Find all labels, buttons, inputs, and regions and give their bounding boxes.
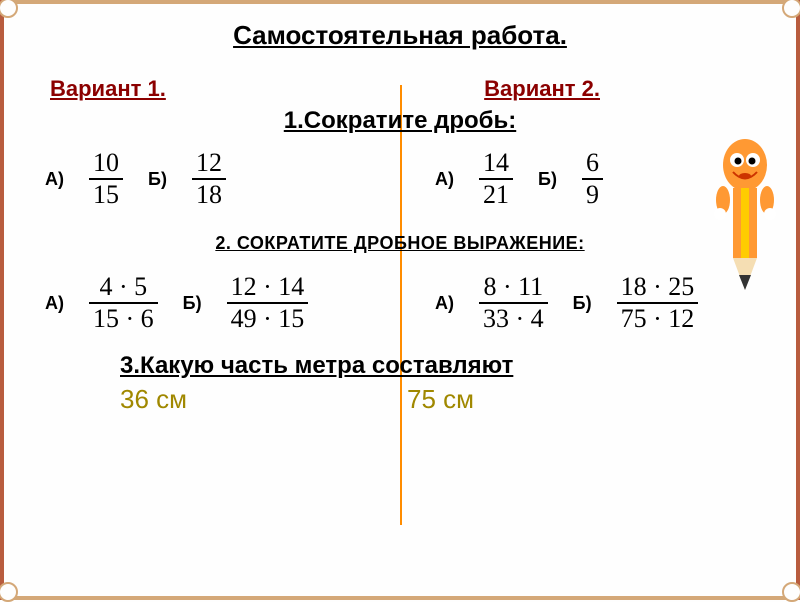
slide-content: Самостоятельная работа. Вариант 1. Вариа… xyxy=(0,0,800,600)
task2-v1-a-label: А) xyxy=(45,293,64,314)
fraction: 12 · 14 49 · 15 xyxy=(227,274,309,332)
denominator: 15 · 6 xyxy=(89,302,158,332)
task3-values: 36 см 75 см xyxy=(40,384,760,415)
fraction: 18 · 25 75 · 12 xyxy=(617,274,699,332)
denominator: 33 · 4 xyxy=(479,302,548,332)
task1-fractions-row: А) 10 15 Б) 12 18 А) 14 21 Б) 6 9 xyxy=(40,150,760,208)
fraction: 4 · 5 15 · 6 xyxy=(89,274,158,332)
numerator: 6 xyxy=(582,150,603,178)
variant-1-label: Вариант 1. xyxy=(50,76,166,102)
numerator: 10 xyxy=(89,150,123,178)
denominator: 49 · 15 xyxy=(227,302,309,332)
task1-v2-b-label: Б) xyxy=(538,169,557,190)
task1-v1-b-label: Б) xyxy=(148,169,167,190)
task1-title: 1.Сократите дробь: xyxy=(40,107,760,135)
denominator: 15 xyxy=(89,178,123,208)
task3-v1-value: 36 см xyxy=(120,384,187,415)
task2-v1: А) 4 · 5 15 · 6 Б) 12 · 14 49 · 15 xyxy=(40,274,400,332)
task3-title: 3.Какую часть метра составляют xyxy=(40,352,760,380)
task2-title: 2. СОКРАТИТЕ ДРОБНОЕ ВЫРАЖЕНИЕ: xyxy=(40,233,760,254)
fraction: 14 21 xyxy=(479,150,513,208)
task2-v2-a-label: А) xyxy=(435,293,454,314)
fraction: 12 18 xyxy=(192,150,226,208)
denominator: 18 xyxy=(192,178,226,208)
task1-v1: А) 10 15 Б) 12 18 xyxy=(40,150,400,208)
numerator: 18 · 25 xyxy=(617,274,699,302)
task1-v1-a-label: А) xyxy=(45,169,64,190)
variants-row: Вариант 1. Вариант 2. xyxy=(40,76,760,102)
fraction: 8 · 11 33 · 4 xyxy=(479,274,548,332)
fraction: 6 9 xyxy=(582,150,603,208)
task3-v2-value: 75 см xyxy=(407,384,474,415)
task2-v1-b-label: Б) xyxy=(183,293,202,314)
denominator: 75 · 12 xyxy=(617,302,699,332)
fraction: 10 15 xyxy=(89,150,123,208)
task2-fractions-row: А) 4 · 5 15 · 6 Б) 12 · 14 49 · 15 А) 8 … xyxy=(40,274,760,332)
variant-2-label: Вариант 2. xyxy=(484,76,600,102)
numerator: 12 xyxy=(192,150,226,178)
denominator: 21 xyxy=(479,178,513,208)
numerator: 8 · 11 xyxy=(479,274,547,302)
denominator: 9 xyxy=(582,178,603,208)
task2-v2-b-label: Б) xyxy=(573,293,592,314)
task1-v2-a-label: А) xyxy=(435,169,454,190)
numerator: 14 xyxy=(479,150,513,178)
numerator: 12 · 14 xyxy=(227,274,309,302)
numerator: 4 · 5 xyxy=(96,274,152,302)
pencil-character-icon xyxy=(695,130,785,300)
main-title: Самостоятельная работа. xyxy=(40,20,760,51)
